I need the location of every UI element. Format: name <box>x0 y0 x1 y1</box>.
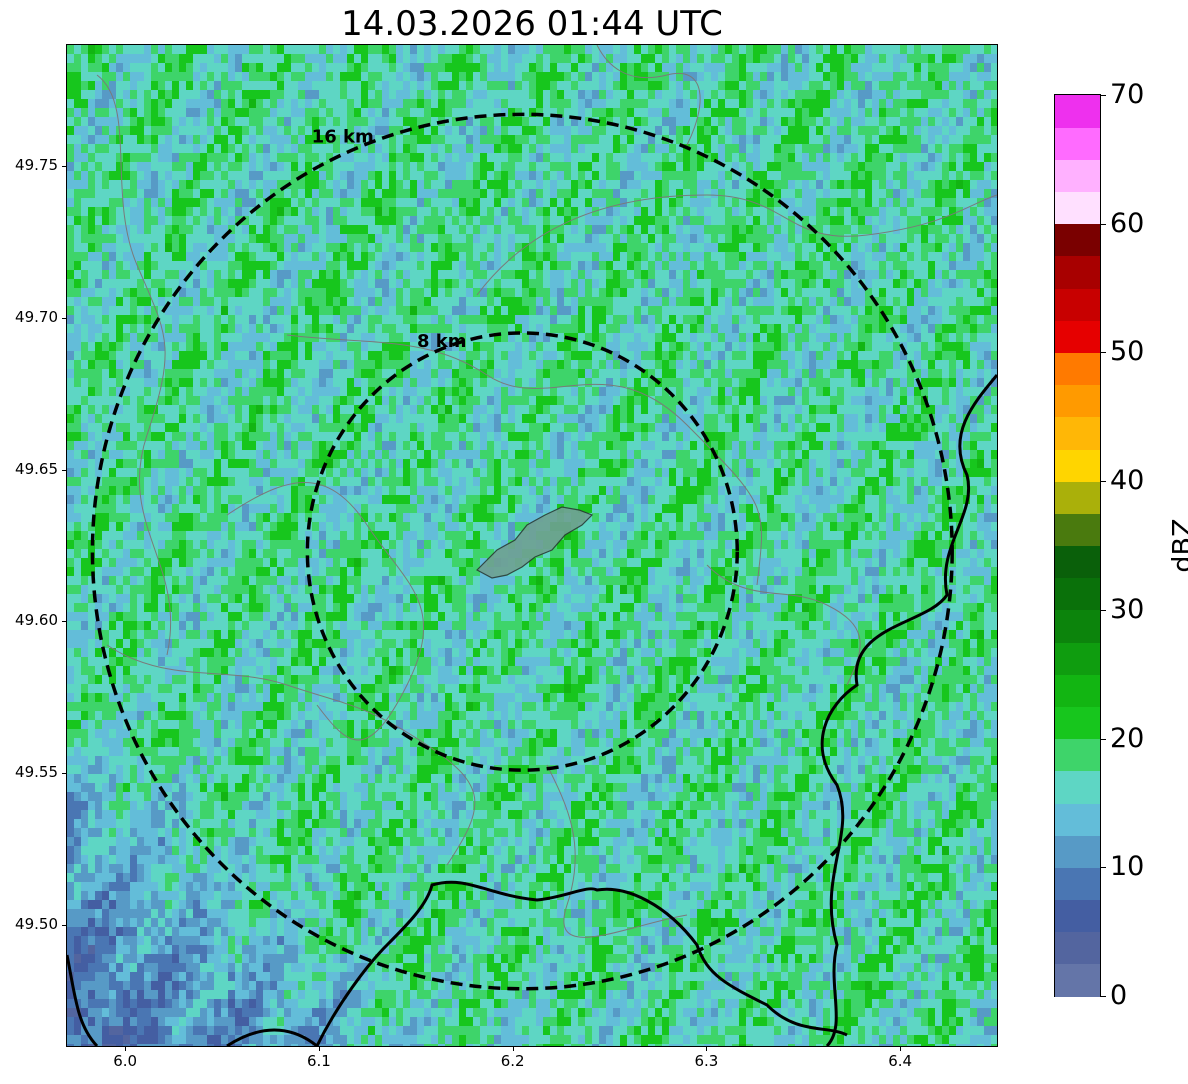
colorbar-segment <box>1055 706 1100 740</box>
map-title: 14.03.2026 01:44 UTC <box>341 4 723 44</box>
colorbar-segment <box>1055 770 1100 804</box>
x-tick-label: 6.1 <box>306 1052 331 1070</box>
colorbar-segment <box>1055 255 1100 289</box>
y-tick-label: 49.55 <box>15 763 58 781</box>
y-tick-label: 49.70 <box>15 308 58 326</box>
y-tick-mark <box>62 469 67 471</box>
country-border <box>226 880 848 1046</box>
y-tick-mark <box>62 621 67 623</box>
admin-boundary <box>546 764 688 938</box>
colorbar-segment <box>1055 674 1100 707</box>
colorbar-segment <box>1055 802 1100 836</box>
colorbar-segment <box>1055 416 1100 450</box>
admin-boundary <box>96 74 172 656</box>
x-tick-label: 6.4 <box>888 1052 913 1070</box>
colorbar-segment <box>1055 835 1100 868</box>
y-tick-mark <box>62 318 67 319</box>
radar-map-canvas: 16 km 8 km <box>67 45 997 1046</box>
y-tick-mark <box>62 166 67 168</box>
colorbar-segment <box>1055 352 1100 386</box>
country-border <box>67 954 99 1046</box>
admin-boundary <box>706 564 861 686</box>
admin-boundary <box>596 45 701 146</box>
colorbar-segment <box>1055 191 1100 225</box>
x-tick-label: 6.0 <box>113 1052 138 1070</box>
colorbar-segment <box>1055 320 1100 354</box>
colorbar-segment <box>1055 159 1100 193</box>
range-ring-label: 16 km <box>312 127 374 148</box>
colorbar-segment <box>1055 95 1100 128</box>
colorbar-tick-mark <box>1100 223 1106 225</box>
colorbar-tick-label: 20 <box>1110 722 1145 754</box>
colorbar-tick-mark <box>1100 95 1106 96</box>
colorbar-segment <box>1055 577 1100 611</box>
colorbar-segment <box>1055 288 1100 321</box>
colorbar-segment <box>1055 867 1100 901</box>
colorbar-tick-mark <box>1100 481 1106 483</box>
y-tick-label: 49.50 <box>15 914 58 933</box>
admin-boundary <box>476 194 997 296</box>
admin-boundary <box>226 482 424 741</box>
colorbar-tick-label: 40 <box>1110 465 1145 497</box>
x-tick-mark <box>318 1046 320 1051</box>
radar-map[interactable]: 16 km 8 km <box>66 44 998 1047</box>
range-ring-label: 8 km <box>417 331 467 352</box>
admin-boundary <box>106 644 476 866</box>
colorbar-tick-label: 70 <box>1110 79 1145 110</box>
colorbar-tick-label: 30 <box>1110 593 1145 625</box>
colorbar <box>1054 94 1101 997</box>
admin-boundary <box>286 334 762 586</box>
colorbar-segment <box>1055 481 1100 514</box>
colorbar-segment <box>1055 963 1100 997</box>
colorbar-segment <box>1055 609 1100 643</box>
colorbar-tick-mark <box>1100 738 1106 740</box>
colorbar-tick-mark <box>1100 609 1106 611</box>
x-tick-mark <box>512 1046 514 1051</box>
radar-reflectivity-field <box>67 45 997 1046</box>
colorbar-tick-label: 10 <box>1110 851 1145 883</box>
colorbar-segment <box>1055 448 1100 482</box>
colorbar-segment <box>1055 384 1100 418</box>
colorbar-tick-label: 60 <box>1110 207 1145 239</box>
colorbar-tick-label: 50 <box>1110 336 1145 368</box>
colorbar-segment <box>1055 127 1100 160</box>
colorbar-segment <box>1055 545 1100 579</box>
colorbar-segment <box>1055 642 1100 675</box>
y-tick-label: 49.60 <box>15 611 58 630</box>
country-border <box>820 374 997 1046</box>
colorbar-tick-mark <box>1100 867 1106 869</box>
colorbar-segment <box>1055 931 1100 965</box>
city-outline <box>476 506 594 579</box>
x-tick-label: 6.2 <box>500 1052 525 1070</box>
colorbar-tick-mark <box>1100 352 1106 354</box>
x-tick-label: 6.3 <box>694 1052 719 1070</box>
range-ring-16km <box>90 112 954 991</box>
colorbar-segment <box>1055 899 1100 933</box>
colorbar-segment <box>1055 513 1100 547</box>
y-tick-mark <box>62 924 67 926</box>
colorbar-label: dBZ <box>1167 518 1188 573</box>
colorbar-segment <box>1055 223 1100 257</box>
y-tick-label: 49.65 <box>15 459 58 478</box>
border-lines <box>67 45 997 1046</box>
y-tick-mark <box>62 773 67 774</box>
x-tick-mark <box>900 1046 902 1051</box>
colorbar-tick-label: 0 <box>1110 980 1128 1011</box>
x-tick-mark <box>706 1046 708 1051</box>
colorbar-segment <box>1055 738 1100 772</box>
colorbar-tick-mark <box>1100 996 1106 997</box>
y-tick-label: 49.75 <box>15 156 58 175</box>
x-tick-mark <box>125 1046 127 1051</box>
